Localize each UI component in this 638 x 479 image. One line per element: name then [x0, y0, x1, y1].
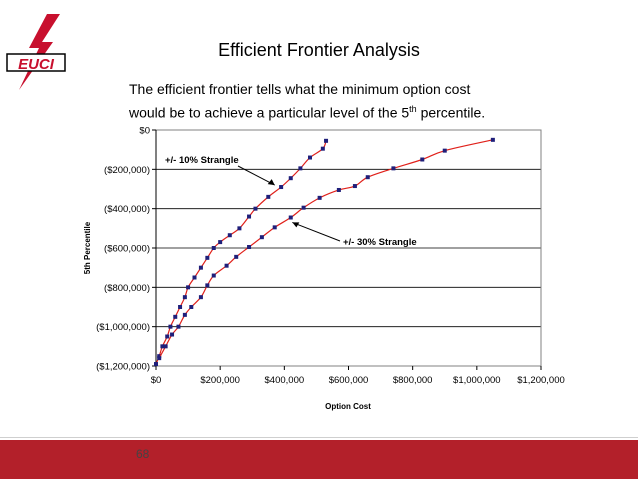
data-point [218, 240, 223, 245]
intro-text: The efficient frontier tells what the mi… [129, 79, 609, 123]
intro-line-1: The efficient frontier tells what the mi… [129, 81, 471, 97]
data-point [259, 235, 264, 240]
page-number: 68 [136, 447, 150, 461]
x-tick-label: $400,000 [265, 375, 305, 386]
y-axis-ticks: $0 ($200,000) ($400,000) ($600,000) ($800,00… [96, 126, 157, 373]
intro-line-2: would be to achieve a particular level o… [129, 99, 609, 123]
series-2 [157, 137, 495, 361]
data-point [176, 324, 181, 329]
annotation-leader [292, 221, 341, 242]
logo-text: EUCI [18, 56, 55, 73]
euci-logo: EUCI [6, 14, 66, 90]
data-point [317, 195, 322, 200]
annotation-arrowhead [267, 179, 275, 186]
annotation-label: +/- 30% Strangle [343, 237, 417, 248]
data-point [192, 275, 197, 280]
data-point [272, 225, 277, 230]
data-point [247, 245, 252, 250]
data-point [154, 362, 158, 367]
x-tick-label: $1,000,000 [453, 375, 501, 386]
footer-bar [0, 440, 638, 479]
data-point [186, 285, 191, 290]
data-point [308, 155, 312, 160]
series-1 [154, 138, 329, 367]
data-point [168, 324, 173, 329]
intro-superscript: th [409, 104, 417, 114]
data-point [288, 215, 293, 220]
data-point [324, 138, 329, 143]
annotation-label: +/- 10% Strangle [165, 155, 239, 166]
data-point [211, 246, 216, 250]
data-point [182, 312, 187, 317]
annotation-arrowhead [292, 222, 300, 228]
data-point [442, 148, 447, 153]
y-tick-label: ($200,000) [104, 165, 150, 176]
data-point [178, 305, 183, 309]
x-axis-ticks: $0 $200,000 $400,000 $600,000 $800,000 $1,000… [151, 366, 565, 386]
data-point [205, 283, 210, 288]
data-point [301, 205, 306, 210]
data-point [336, 187, 341, 192]
data-point [365, 175, 370, 180]
data-point [420, 157, 425, 162]
x-tick-label: $800,000 [393, 375, 433, 386]
data-point [234, 254, 239, 259]
data-point [237, 226, 242, 231]
y-tick-label: ($400,000) [104, 204, 150, 215]
data-point [288, 176, 293, 181]
y-axis-title: 5th Percentile [83, 221, 92, 274]
data-point [160, 344, 165, 349]
data-point [157, 356, 162, 361]
y-tick-label: ($800,000) [104, 283, 150, 294]
data-point [247, 214, 252, 219]
data-point [170, 332, 175, 337]
data-point [198, 295, 203, 300]
data-point [253, 206, 258, 211]
data-point [205, 255, 210, 260]
data-point [227, 233, 232, 238]
data-point [490, 137, 495, 142]
y-tick-label: $0 [139, 126, 150, 137]
intro-line-2-after: percentile. [416, 104, 486, 121]
series-line [158, 139, 494, 359]
data-point [224, 263, 229, 268]
data-point [165, 334, 170, 339]
data-point [352, 184, 357, 189]
data-point [173, 314, 178, 319]
page-title: Efficient Frontier Analysis [218, 40, 420, 60]
data-point [298, 166, 303, 171]
x-tick-label: $1,200,000 [517, 375, 565, 386]
y-tick-label: ($600,000) [104, 244, 150, 255]
x-tick-label: $600,000 [329, 375, 369, 386]
chart-annotations: +/- 10% Strangle +/- 30% Strangle [165, 155, 417, 248]
data-point [211, 273, 216, 278]
data-point [391, 166, 396, 171]
data-point [266, 194, 271, 199]
data-point [198, 265, 203, 270]
logo-plate [6, 53, 66, 72]
x-tick-label: $0 [151, 375, 162, 386]
data-point [163, 344, 168, 349]
data-point [320, 146, 325, 151]
y-tick-label: ($1,000,000) [96, 322, 150, 333]
data-point [182, 295, 187, 300]
footer-divider [0, 437, 638, 438]
data-point [279, 185, 284, 190]
x-axis-title: Option Cost [325, 402, 371, 411]
x-tick-label: $200,000 [200, 375, 240, 386]
data-point [189, 305, 194, 309]
chart-series [154, 137, 495, 367]
y-tick-label: ($1,200,000) [96, 362, 150, 373]
annotation-leader [237, 165, 275, 186]
intro-line-2-before: would be to achieve a particular level o… [129, 104, 410, 121]
